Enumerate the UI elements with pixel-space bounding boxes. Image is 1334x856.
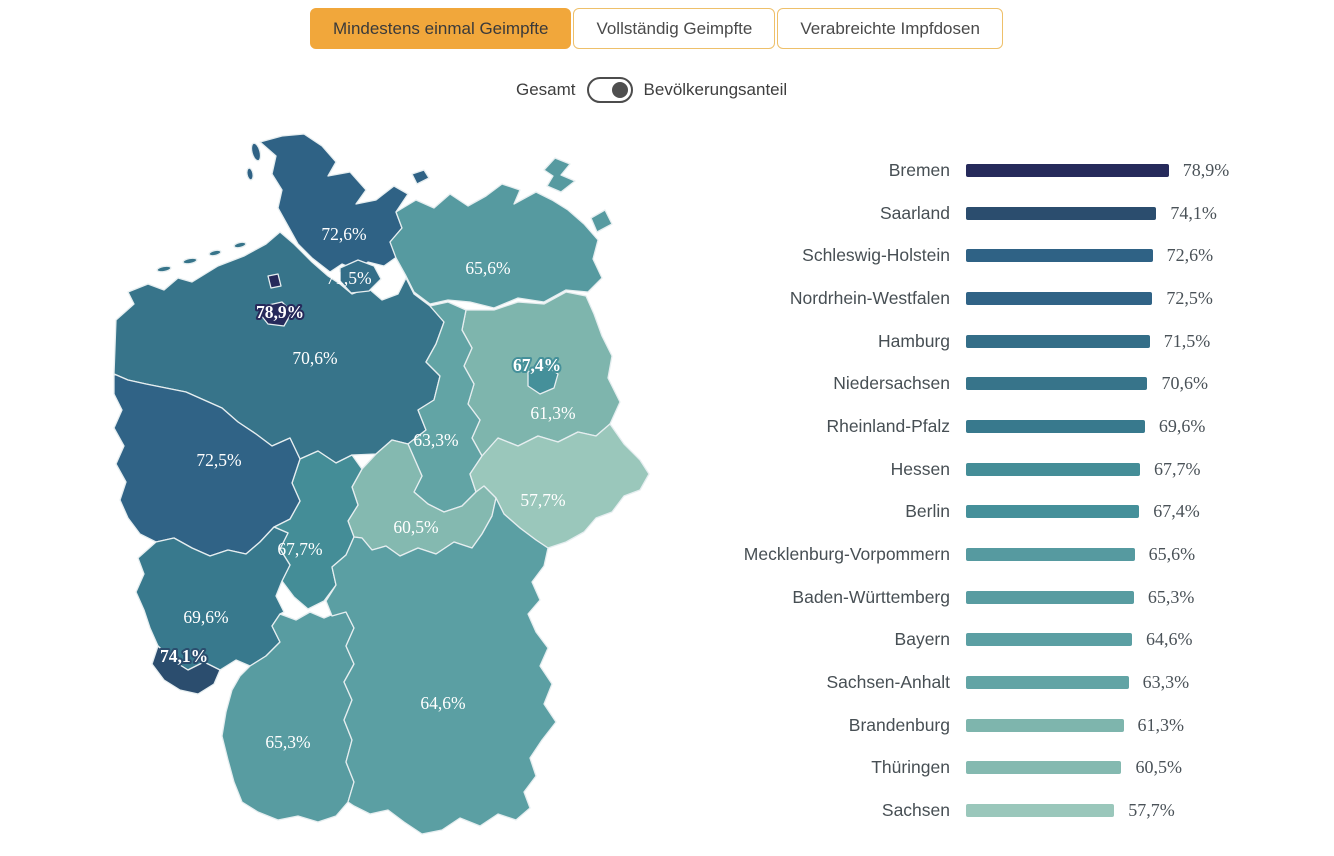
bar-value-label: 64,6% [1146, 629, 1193, 650]
toggle-label-gesamt[interactable]: Gesamt [516, 80, 576, 99]
tab-vollstaendig-geimpfte[interactable]: Vollständig Geimpfte [573, 8, 776, 49]
bar-row: Rheinland-Pfalz 69,6% [618, 405, 1229, 448]
map-state-berlin[interactable] [527, 365, 559, 395]
bar[interactable] [966, 676, 1129, 690]
map-island-amrum[interactable] [246, 167, 254, 181]
bar[interactable] [966, 249, 1153, 263]
bar[interactable] [966, 718, 1124, 732]
bar-state-name: Sachsen [881, 800, 950, 821]
bar-state-name: Saarland [879, 202, 950, 223]
tab-mindestens-einmal-geimpfte[interactable]: Mindestens einmal Geimpfte [310, 8, 572, 49]
bar[interactable] [966, 291, 1153, 305]
bar-state-name: Thüringen [871, 757, 950, 778]
bar-state-name: Berlin [905, 501, 950, 522]
bar-row: Hamburg 71,5% [618, 320, 1229, 363]
bar[interactable] [966, 334, 1150, 348]
germany-choropleth-map: 72,6% 71,5% 65,6% 78,9% 70,6% 67,4% 61,3… [113, 133, 650, 835]
map-island-sylt[interactable] [250, 142, 262, 162]
map-island-east-frisian-1[interactable] [156, 265, 172, 273]
bar[interactable] [966, 505, 1140, 519]
bar-state-name: Baden-Württemberg [792, 586, 950, 607]
bar-row: Nordrhein-Westfalen 72,5% [618, 277, 1229, 320]
bar-value-label: 67,7% [1153, 458, 1201, 479]
bar-row: Bayern 64,6% [618, 619, 1229, 662]
metric-toggle-row: Gesamt Bevölkerungsanteil [516, 76, 787, 104]
bar-value-label: 72,6% [1166, 245, 1214, 266]
map-island-fehmarn[interactable] [411, 169, 430, 185]
bar[interactable] [966, 163, 1169, 177]
toggle-knob [611, 82, 628, 98]
bar[interactable] [966, 548, 1135, 562]
bar-state-name: Brandenburg [848, 714, 950, 735]
bar-state-name: Schleswig-Holstein [802, 245, 950, 266]
bar-row: Mecklenburg-Vorpommern 65,6% [618, 533, 1229, 576]
map-island-east-frisian-4[interactable] [233, 241, 247, 249]
bar-row: Thüringen 60,5% [618, 747, 1229, 790]
bar-value-label: 60,5% [1135, 757, 1182, 778]
map-state-saarland[interactable] [151, 645, 221, 695]
map-state-bremerhaven[interactable] [267, 273, 282, 289]
bar-row: Berlin 67,4% [618, 491, 1229, 534]
bar-row: Bremen 78,9% [618, 149, 1230, 192]
bar-value-label: 67,4% [1153, 501, 1200, 522]
bar-state-name: Niedersachsen [833, 373, 950, 394]
bar-row: Sachsen 57,7% [618, 789, 1229, 832]
state-bar-chart: Bremen 78,9% Saarland 74,1% Schleswig-Holste… [618, 149, 1229, 832]
bar-row: Hessen 67,7% [618, 448, 1229, 491]
bar-value-label: 57,7% [1128, 800, 1175, 821]
bar-row: Baden-Württemberg 65,3% [618, 576, 1229, 619]
view-tabs: Mindestens einmal Geimpfte Vollständig G… [310, 8, 1003, 49]
bar-value-label: 74,1% [1170, 202, 1217, 223]
bar-value-label: 65,6% [1148, 544, 1196, 565]
bar-value-label: 71,5% [1163, 330, 1211, 351]
bar-state-name: Bayern [894, 629, 950, 650]
bar-value-label: 78,9% [1182, 159, 1230, 180]
bar-state-name: Rheinland-Pfalz [826, 415, 950, 436]
bar-state-name: Sachsen-Anhalt [826, 672, 950, 693]
tab-verabreichte-impfdosen[interactable]: Verabreichte Impfdosen [777, 8, 1003, 49]
bar[interactable] [966, 590, 1134, 604]
map-island-usedom[interactable] [590, 209, 613, 233]
toggle-label-bevoelkerungsanteil[interactable]: Bevölkerungsanteil [643, 80, 788, 99]
bar-value-label: 70,6% [1161, 373, 1208, 394]
map-state-bremen[interactable] [259, 301, 293, 327]
bar[interactable] [966, 206, 1157, 220]
map-state-mecklenburg-vorpommern[interactable] [389, 183, 603, 309]
bar[interactable] [966, 804, 1115, 818]
bar-value-label: 69,6% [1158, 415, 1206, 436]
bar-row: Niedersachsen 70,6% [618, 362, 1229, 405]
bar-row: Brandenburg 61,3% [618, 704, 1229, 747]
map-state-bayern[interactable] [325, 497, 557, 835]
map-island-east-frisian-2[interactable] [182, 257, 198, 265]
bar[interactable] [966, 462, 1140, 476]
bar[interactable] [966, 419, 1145, 433]
bar-state-name: Hessen [890, 458, 950, 479]
bar[interactable] [966, 377, 1148, 391]
bar-value-label: 63,3% [1142, 672, 1190, 693]
bar-value-label: 72,5% [1166, 287, 1213, 308]
bar-value-label: 65,3% [1147, 586, 1195, 607]
bar-state-name: Nordrhein-Westfalen [789, 287, 950, 308]
bar-state-name: Hamburg [878, 330, 950, 351]
bar-state-name: Mecklenburg-Vorpommern [743, 544, 950, 565]
map-island-east-frisian-3[interactable] [208, 249, 222, 257]
bar-row: Schleswig-Holstein 72,6% [618, 234, 1229, 277]
bar-state-name: Bremen [888, 159, 950, 180]
bar[interactable] [966, 633, 1133, 647]
bar-row: Sachsen-Anhalt 63,3% [618, 661, 1229, 704]
bar-row: Saarland 74,1% [618, 192, 1229, 235]
bar-value-label: 61,3% [1137, 714, 1185, 735]
map-island-ruegen[interactable] [543, 157, 576, 193]
bar[interactable] [966, 761, 1122, 775]
metric-toggle-switch[interactable] [586, 77, 633, 103]
map-state-hamburg[interactable] [339, 259, 382, 294]
